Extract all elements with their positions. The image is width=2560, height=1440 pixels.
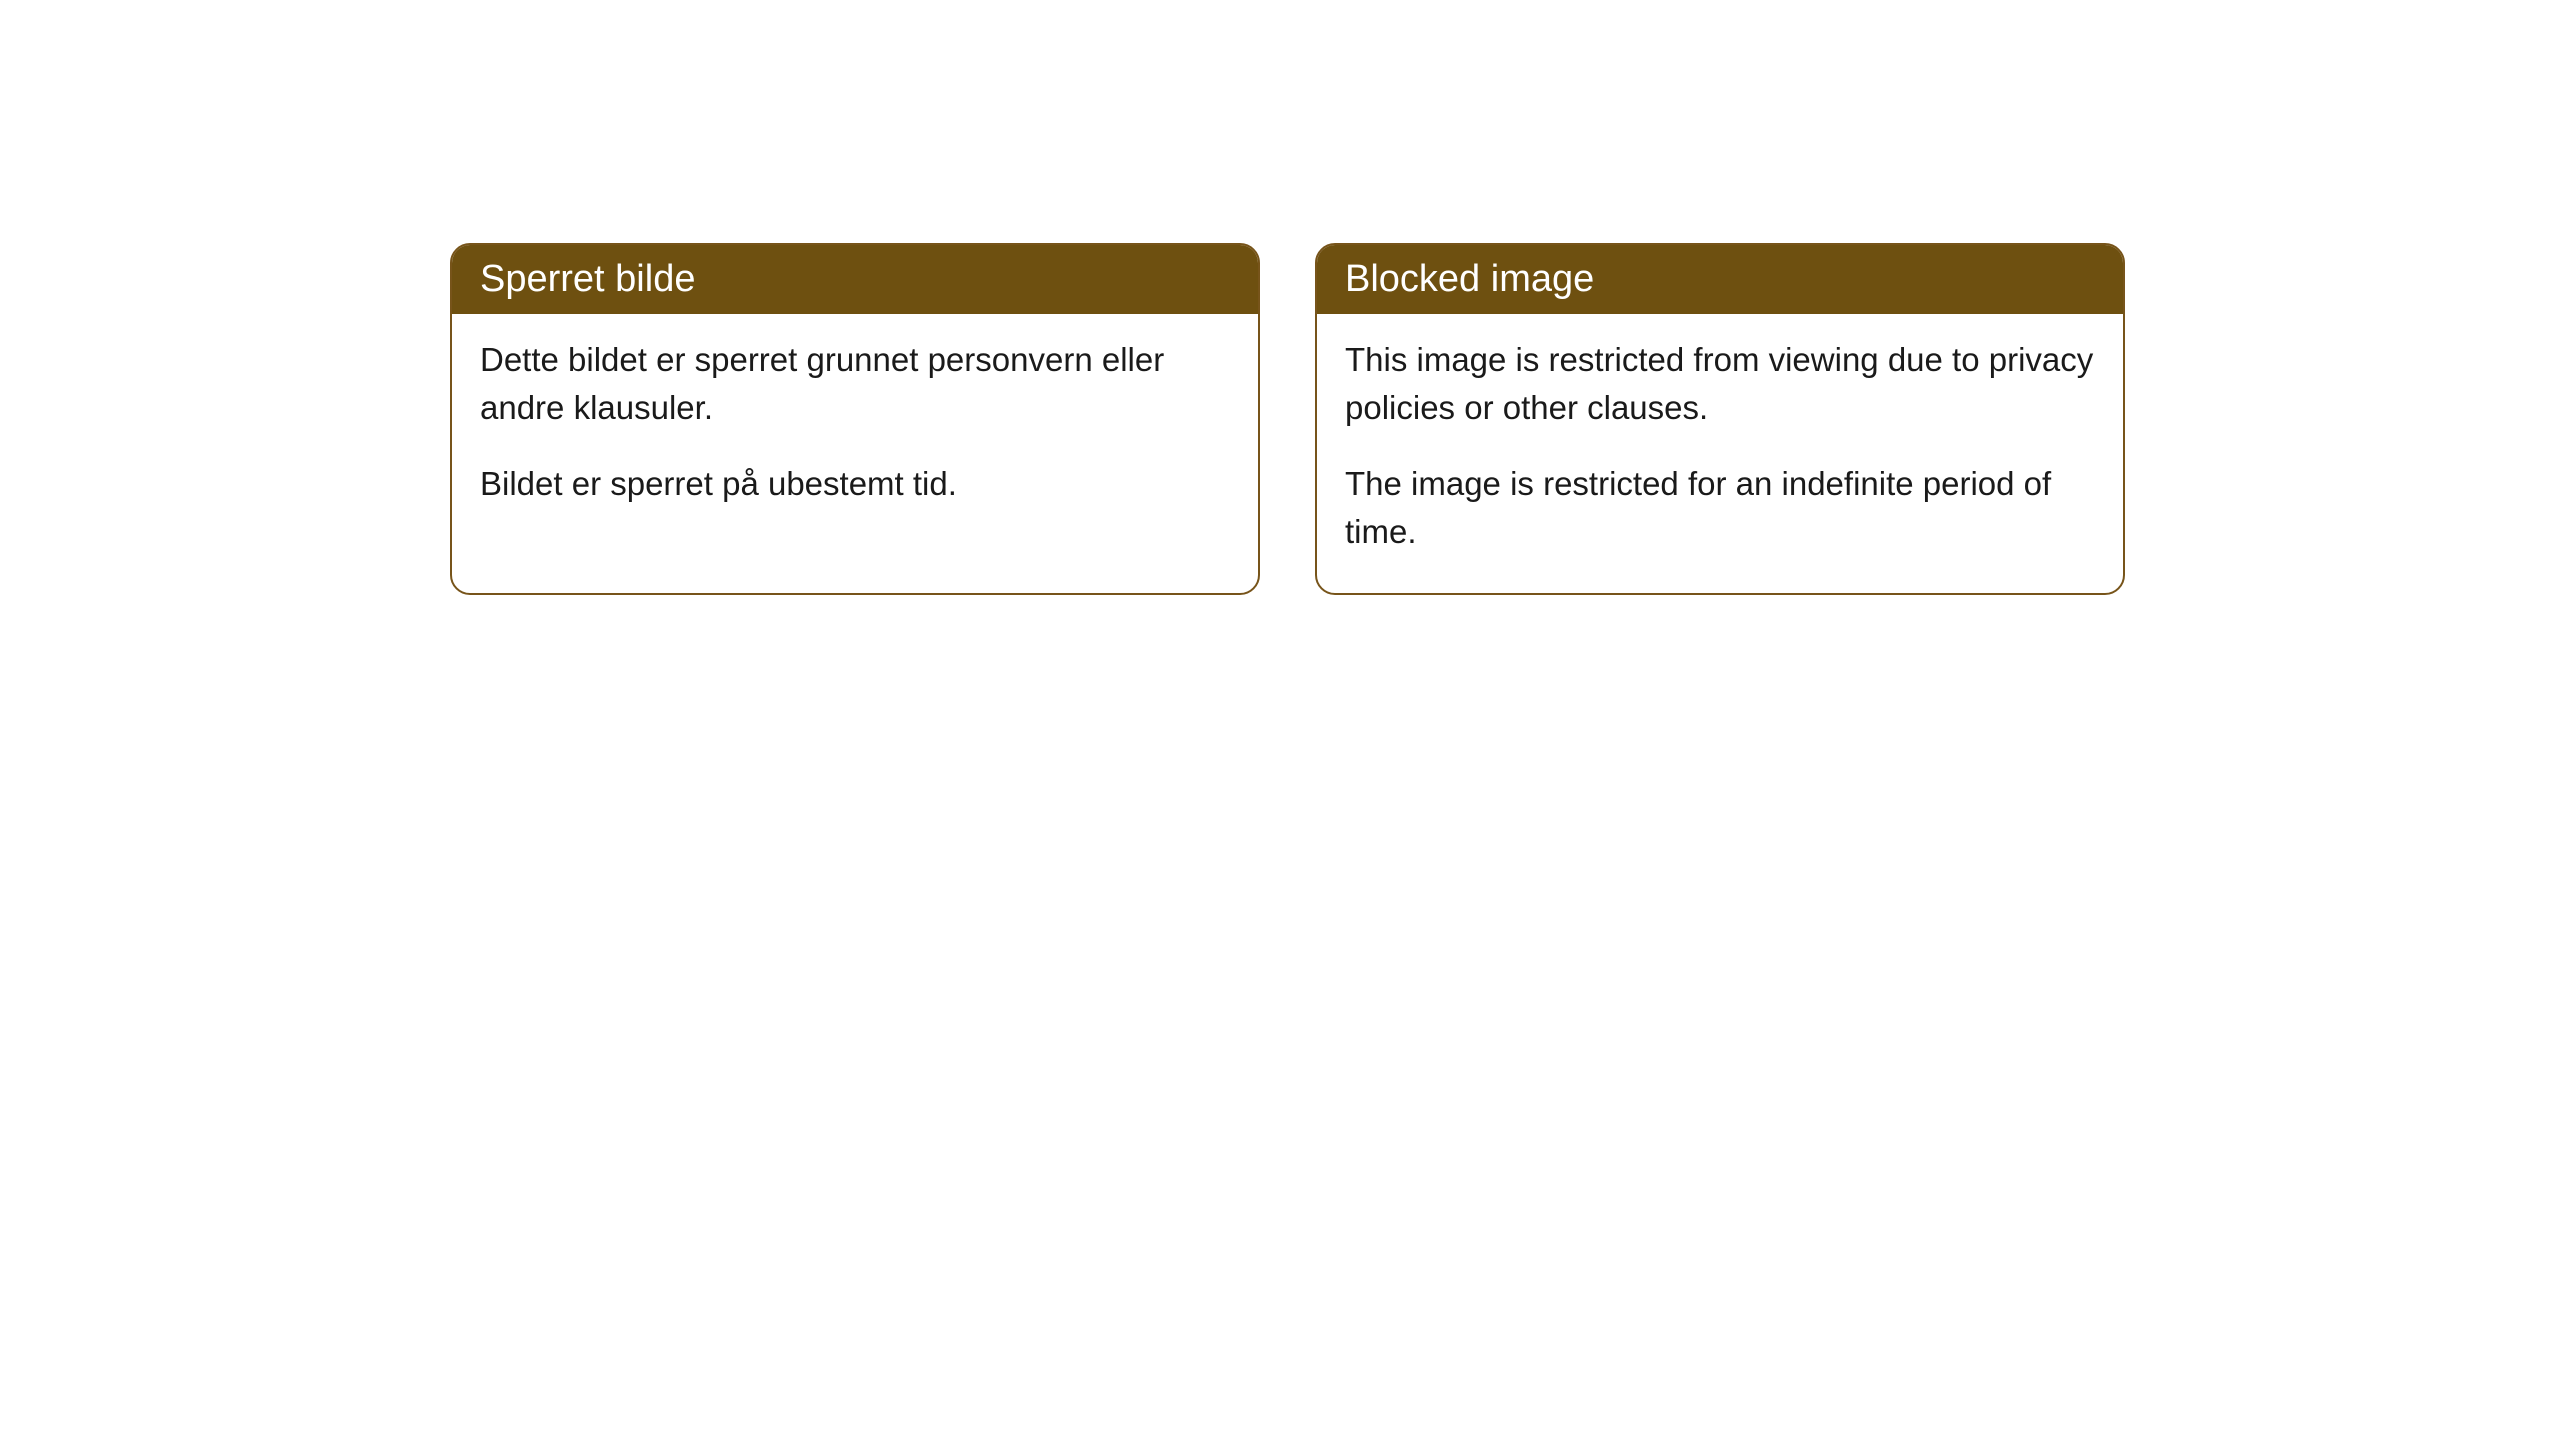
notice-card-norwegian: Sperret bilde Dette bildet er sperret gr… [450,243,1260,595]
notice-cards-container: Sperret bilde Dette bildet er sperret gr… [450,243,2125,595]
card-body: Dette bildet er sperret grunnet personve… [452,314,1258,546]
notice-card-english: Blocked image This image is restricted f… [1315,243,2125,595]
card-paragraph: Bildet er sperret på ubestemt tid. [480,460,1230,508]
card-header: Blocked image [1317,245,2123,314]
card-header: Sperret bilde [452,245,1258,314]
card-body: This image is restricted from viewing du… [1317,314,2123,593]
card-paragraph: Dette bildet er sperret grunnet personve… [480,336,1230,432]
card-paragraph: The image is restricted for an indefinit… [1345,460,2095,556]
card-paragraph: This image is restricted from viewing du… [1345,336,2095,432]
